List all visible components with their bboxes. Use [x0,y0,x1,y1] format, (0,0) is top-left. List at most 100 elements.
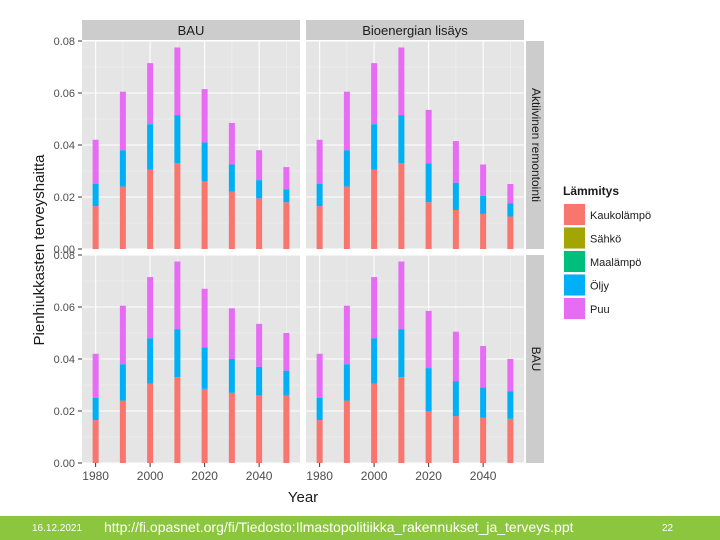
bar-segment [371,277,378,339]
bar-segment [283,333,290,371]
legend-label: Kaukolämpö [590,210,651,222]
bar-segment [480,164,487,196]
bar-segment [507,391,514,419]
y-tick-label: 0.08 [54,250,75,262]
bar-segment [228,122,235,165]
footer-page-number: 22 [662,523,674,534]
legend-label: Puu [590,304,610,316]
bar-segment [119,364,126,401]
legend-key [564,227,585,249]
bar-segment [507,184,514,204]
bar-segment [228,308,235,359]
y-tick-label: 0.00 [54,458,75,470]
bar-segment [425,310,432,369]
x-tick-label: 2040 [246,469,273,483]
bar-segment [480,213,487,249]
bar-segment [147,169,154,249]
bar-segment [283,189,290,203]
facet-strip-col-label: BAU [178,23,205,38]
bar-segment [371,63,378,125]
bar-segment [452,182,459,210]
facet-strip-col-label: Bioenergian lisäys [362,23,468,38]
bar-segment [507,203,514,217]
bar-segment [452,381,459,417]
bar-segment [256,366,263,396]
bar-segment [201,388,208,463]
bar-segment [283,395,290,463]
y-tick-label: 0.04 [54,140,75,152]
bar-segment [228,359,235,393]
bar-segment [425,368,432,411]
bar-segment [480,195,487,214]
bar-segment [119,150,126,187]
bar-segment [174,377,181,463]
facet-strip-row-label: Aktiivinen remontointi [529,88,543,202]
bar-segment [371,169,378,249]
footer-url[interactable]: http://fi.opasnet.org/fi/Tiedosto:Ilmast… [104,519,574,535]
bar-segment [174,163,181,249]
y-tick-label: 0.08 [54,36,75,48]
bar-segment [480,346,487,388]
bar-segment [256,180,263,199]
bar-segment [425,163,432,203]
bar-segment [174,115,181,164]
bar-segment [507,359,514,392]
bar-segment [228,392,235,463]
bar-segment [425,202,432,249]
bar-segment [147,338,154,384]
bar-segment [92,184,99,207]
bar-segment [119,400,126,463]
y-tick-label: 0.00 [54,244,75,256]
legend-key [564,204,585,225]
bar-segment [452,141,459,183]
footer-date: 16.12.2021 [32,523,83,534]
bar-segment [147,277,154,339]
y-axis-title: Pienhiukkasten terveyshaitta [31,154,48,346]
bar-segment [147,63,154,125]
bar-segment [92,398,99,421]
bar-segment [201,288,208,348]
bar-segment [201,89,208,143]
bar-segment [343,91,350,151]
legend-label: Sähkö [590,234,621,246]
bar-segment [452,210,459,249]
x-tick-label: 1980 [306,469,333,483]
bar-segment [316,139,323,184]
x-tick-label: 2000 [361,469,388,483]
x-tick-label: 2040 [470,469,497,483]
bar-segment [343,305,350,365]
y-tick-label: 0.06 [54,302,75,314]
bar-segment [425,109,432,164]
bar-segment [371,338,378,384]
y-tick-label: 0.02 [54,406,75,418]
legend-key [564,274,585,296]
bar-segment [256,395,263,463]
bar-segment [452,331,459,382]
bar-segment [398,377,405,463]
bar-segment [398,329,405,378]
bar-segment [119,186,126,249]
bar-segment [201,347,208,389]
facet-strip-row-label: BAU [529,347,543,372]
bar-segment [92,353,99,398]
bar-segment [228,191,235,249]
bar-segment [174,47,181,116]
x-tick-label: 1980 [82,469,109,483]
bar-segment [480,417,487,463]
bar-segment [92,420,99,463]
bar-segment [398,47,405,116]
bar-segment [174,261,181,330]
y-tick-label: 0.02 [54,192,75,204]
bar-segment [398,115,405,164]
bar-segment [201,181,208,249]
bar-segment [283,202,290,249]
bar-segment [119,305,126,365]
bar-segment [316,353,323,398]
bar-segment [92,139,99,184]
facet-strip-col [82,20,300,40]
bar-segment [147,383,154,463]
bar-segment [343,364,350,401]
bar-segment [343,186,350,249]
x-tick-label: 2020 [191,469,218,483]
bar-segment [452,416,459,463]
